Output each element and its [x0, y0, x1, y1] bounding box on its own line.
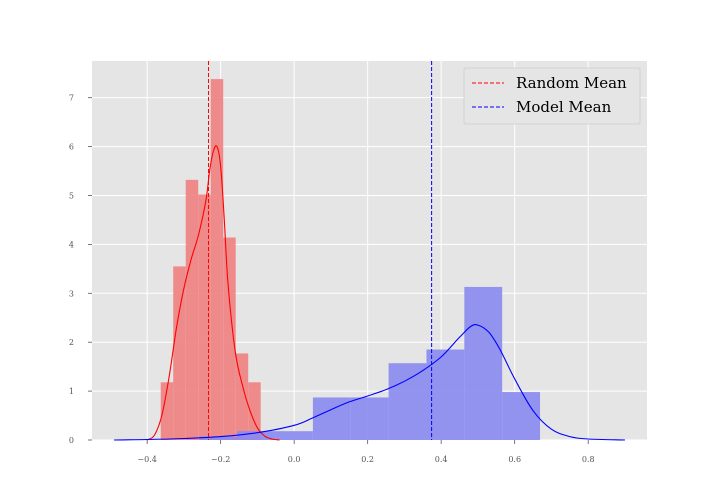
x-tick-label: 0.0 [288, 455, 301, 464]
axis-ticks: −0.4 −0.2 0.0 0.2 0.4 0.6 0.8 0 1 2 3 4 5 6 7 [69, 94, 595, 464]
histogram-bar-random [210, 79, 224, 441]
histogram-bar-random [185, 179, 199, 440]
y-tick-label: 6 [69, 143, 74, 152]
x-tick-label: 0.2 [361, 455, 374, 464]
legend-label: Random Mean [516, 74, 627, 92]
y-tick-label: 5 [69, 191, 74, 200]
kde-curves [114, 145, 625, 441]
y-tick-label: 7 [69, 94, 74, 103]
histogram-bar-model [350, 397, 389, 440]
legend-box [463, 67, 641, 125]
histogram-bar-model [464, 286, 503, 440]
histogram-bar-model [388, 363, 427, 440]
mean-lines [208, 61, 433, 440]
histogram-bar-random [160, 382, 174, 440]
y-tick-label: 3 [69, 289, 74, 298]
kde-curve-random [146, 145, 280, 441]
histogram-bars [160, 79, 541, 441]
histogram-bar-random [235, 353, 249, 440]
kde-curve-model [114, 324, 625, 441]
histogram-bar-random [223, 237, 236, 440]
y-tick-label: 2 [69, 338, 74, 347]
y-tick-label: 0 [69, 436, 74, 445]
histogram-bar-model [502, 392, 541, 440]
histogram-bar-model [237, 431, 276, 440]
histogram-bar-random [198, 194, 211, 440]
legend-label: Model Mean [516, 98, 612, 116]
histogram-bar-model [275, 431, 313, 440]
x-tick-label: 0.4 [435, 455, 448, 464]
x-tick-label: 0.6 [508, 455, 521, 464]
histogram-bar-random [173, 266, 186, 440]
y-tick-label: 1 [69, 387, 74, 396]
x-tick-label: −0.4 [137, 455, 156, 464]
histogram-bar-random [248, 382, 261, 440]
histogram-bar-model [199, 436, 238, 440]
y-tick-label: 4 [69, 240, 74, 249]
x-tick-label: −0.2 [211, 455, 230, 464]
histogram-bar-model [426, 349, 465, 440]
x-tick-label: 0.8 [582, 455, 595, 464]
histogram-bar-model [312, 397, 351, 440]
legend: Random Mean Model Mean [463, 67, 641, 125]
